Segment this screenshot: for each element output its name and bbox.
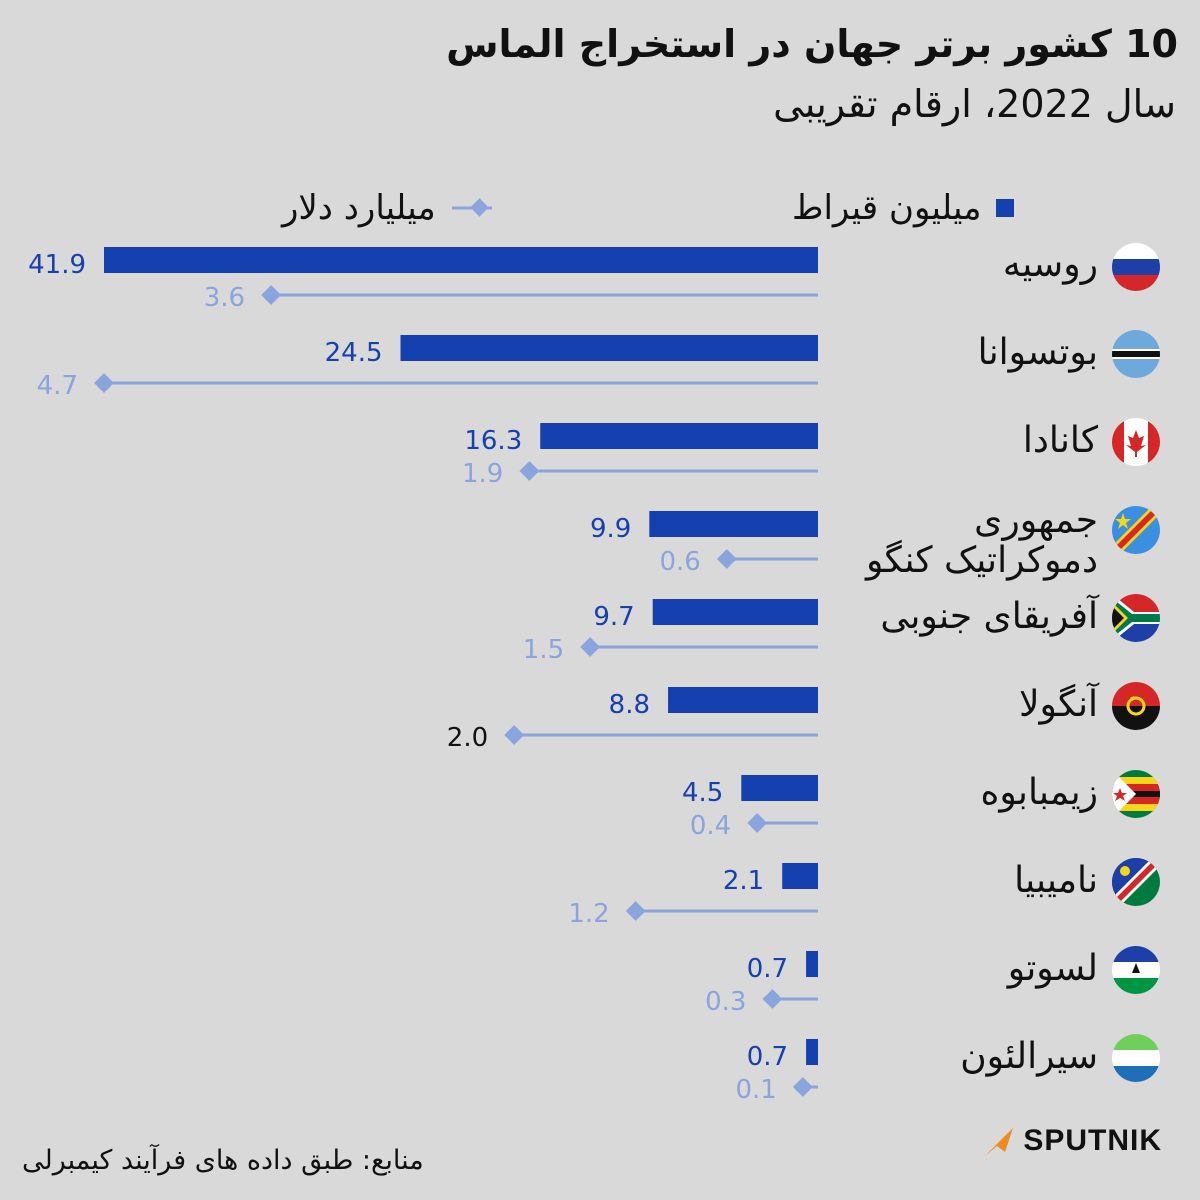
country-label: جمهوری دموکراتیک کنگو <box>866 501 1098 581</box>
country-label-line: سیرالئون <box>960 1036 1098 1077</box>
carats-bar <box>806 951 818 977</box>
carats-value-label: 9.9 <box>590 514 631 544</box>
country-label: روسیه <box>1003 245 1098 285</box>
dollars-value-label: 0.1 <box>735 1075 776 1105</box>
lesotho-flag-icon <box>1112 946 1160 994</box>
sputnik-logo: SPUTNIK <box>983 1124 1162 1158</box>
dollars-value-label: 2.0 <box>447 723 488 753</box>
dollars-marker <box>519 461 540 481</box>
country-label-line: روسیه <box>1002 244 1098 285</box>
dollars-value-label: 1.2 <box>568 899 609 929</box>
botswana-flag-icon <box>1112 330 1160 378</box>
dollars-value-label: 4.7 <box>37 371 78 401</box>
chart-subtitle: سال 2022، ارقام تقریبی <box>773 82 1176 126</box>
carats-bar <box>104 247 818 273</box>
dollars-value-label: 0.3 <box>705 987 746 1017</box>
carats-bar <box>668 687 818 713</box>
dollars-marker <box>747 813 768 833</box>
namibia-flag-icon <box>1112 858 1160 906</box>
carats-bar <box>652 599 818 625</box>
logo-text: SPUTNIK <box>1023 1124 1162 1157</box>
country-label-line: آنگولا <box>1018 684 1098 725</box>
country-label-line: بوتسوانا <box>977 332 1098 373</box>
dollars-marker <box>625 901 646 921</box>
dollars-value-label: 3.6 <box>204 283 245 313</box>
carats-legend-label: میلیون قیراط <box>792 188 982 228</box>
country-label-line: دموکراتیک کنگو <box>866 540 1098 581</box>
carats-value-label: 0.7 <box>747 954 788 984</box>
carats-legend-swatch <box>995 199 1014 217</box>
source-note: منابع: طبق داده های فرآیند کیمبرلی <box>22 1145 424 1176</box>
country-label-line: آفریقای جنوبی <box>880 596 1098 637</box>
sputnik-arrow-icon <box>985 1128 1014 1156</box>
country-label: نامیبیا <box>1014 861 1098 901</box>
canada-flag-icon <box>1112 418 1160 466</box>
country-label-line: لسوتو <box>1007 948 1098 989</box>
dollars-value-label: 1.9 <box>462 459 503 489</box>
country-label-line: زیمبابوه <box>980 772 1098 813</box>
dollars-value-label: 0.6 <box>659 547 700 577</box>
dollars-marker <box>580 637 601 657</box>
country-label-line: جمهوری <box>974 500 1098 541</box>
carats-value-label: 16.3 <box>464 426 522 456</box>
dollars-value-label: 0.4 <box>690 811 731 841</box>
country-label-line: نامیبیا <box>1014 860 1098 901</box>
carats-bar <box>400 335 818 361</box>
dr-congo-flag-icon <box>1112 506 1160 554</box>
country-label: بوتسوانا <box>978 333 1098 373</box>
sierra-leone-flag-icon <box>1112 1034 1160 1082</box>
dollars-marker <box>504 725 525 745</box>
carats-value-label: 41.9 <box>28 250 86 280</box>
country-label: سیرالئون <box>960 1037 1098 1077</box>
angola-flag-icon <box>1112 682 1160 730</box>
dollars-marker <box>716 549 737 569</box>
country-label: کانادا <box>1023 421 1098 461</box>
legend-item-dollars: میلیارد دلار <box>282 178 492 238</box>
chart-title: 10 کشور برتر جهان در استخراج الماس <box>446 22 1178 66</box>
south-africa-flag-icon <box>1112 594 1160 642</box>
country-label: لسوتو <box>1008 949 1098 989</box>
carats-bar <box>806 1039 818 1065</box>
russia-flag-icon <box>1112 243 1160 291</box>
dollars-marker <box>94 373 114 393</box>
country-label: آفریقای جنوبی <box>880 597 1098 637</box>
carats-value-label: 24.5 <box>325 338 383 368</box>
country-label: زیمبابوه <box>980 773 1098 813</box>
carats-value-label: 0.7 <box>747 1042 788 1072</box>
dollars-legend-marker <box>451 198 492 217</box>
carats-value-label: 4.5 <box>682 778 723 808</box>
carats-bar <box>782 863 818 889</box>
carats-bar <box>741 775 818 801</box>
zimbabwe-flag-icon <box>1112 770 1160 818</box>
carats-value-label: 9.7 <box>593 602 634 632</box>
country-label-line: کانادا <box>1022 420 1098 461</box>
dollars-legend-label: میلیارد دلار <box>282 188 436 228</box>
dollars-marker <box>792 1077 813 1097</box>
legend-item-carats: میلیون قیراط <box>792 178 1014 238</box>
dollars-marker <box>762 989 783 1009</box>
carats-value-label: 8.8 <box>609 690 650 720</box>
dollars-value-label: 1.5 <box>523 635 564 665</box>
carats-bar <box>540 423 818 449</box>
carats-value-label: 2.1 <box>723 866 764 896</box>
carats-bar <box>649 511 818 537</box>
country-label: آنگولا <box>1019 685 1098 725</box>
dollars-marker <box>261 285 282 305</box>
